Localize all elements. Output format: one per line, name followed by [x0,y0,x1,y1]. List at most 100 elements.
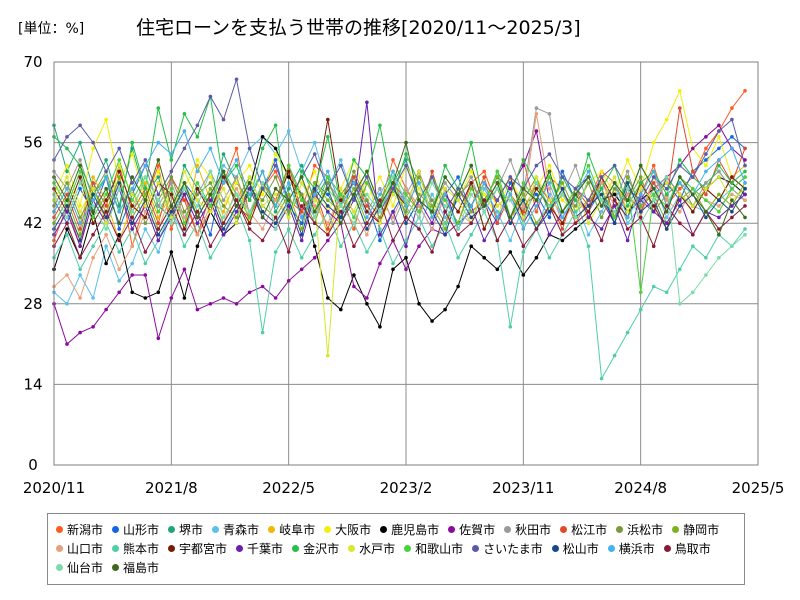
data-point [208,302,213,306]
data-point [586,152,591,156]
data-point [417,227,421,231]
series-line [53,89,746,219]
data-point [508,325,513,329]
data-point [208,169,213,174]
data-point [508,238,513,243]
data-point [156,238,161,243]
data-point [339,307,343,312]
data-point [599,227,604,231]
data-point [143,186,148,191]
data-point [273,152,278,156]
data-point [312,244,317,248]
data-point [404,186,408,191]
data-point [273,192,278,197]
data-point [326,221,330,225]
series-line [53,107,746,225]
data-point [704,192,708,197]
legend-item: 青森市 [212,520,259,539]
data-point [78,244,82,248]
data-point [91,192,95,197]
data-point [612,215,617,220]
data-point [638,175,643,179]
data-point [717,123,721,128]
data-point [391,215,395,220]
data-point [638,186,643,191]
data-point [691,186,695,191]
data-point [365,181,369,185]
data-point [130,261,134,266]
data-point [717,192,721,197]
data-point [326,238,330,243]
data-point [521,221,526,225]
data-point [299,215,304,220]
data-point [169,169,174,174]
data-point [378,175,382,179]
data-point [495,186,500,191]
data-point [169,204,174,208]
data-point [391,175,395,179]
data-point [182,186,187,191]
legend-label: 松江市 [571,523,608,537]
data-point [130,192,134,197]
data-point [651,181,656,185]
data-point [365,204,369,208]
data-point [678,267,682,272]
data-point [508,215,513,220]
data-point [443,209,447,214]
data-point [117,250,121,254]
data-point [365,221,369,225]
data-point [678,106,682,110]
data-point [78,158,82,162]
data-point [469,192,474,197]
data-point [625,204,630,208]
data-point [65,163,69,168]
data-point [117,163,121,168]
data-point [586,175,591,179]
data-point [404,221,408,225]
data-point [691,146,695,151]
data-point [743,163,747,168]
data-point [586,244,591,248]
data-point [625,215,630,220]
data-point [625,221,630,225]
data-point [221,209,226,214]
legend-marker [56,564,63,571]
data-point [352,244,356,248]
data-point [352,158,356,162]
data-point [417,186,421,191]
data-point [247,227,252,231]
data-point [221,163,226,168]
data-point [678,175,682,179]
data-point [260,181,265,185]
legend-item: 新潟市 [56,520,103,539]
data-point [534,255,539,260]
legend-item: 山形市 [112,520,159,539]
chart-title: 住宅ローンを支払う世帯の推移[2020/11～2025/3] [136,17,581,39]
data-point [391,238,395,243]
data-point [352,273,356,277]
legend-marker [56,545,63,552]
data-point [573,221,578,225]
data-point [391,209,395,214]
data-point [234,221,239,225]
data-point [534,186,539,191]
data-point [599,186,604,191]
data-point [664,117,669,122]
data-point [508,158,513,162]
data-point [78,175,82,179]
data-point [743,192,747,197]
data-point [586,163,591,168]
data-point [651,198,656,202]
data-point [208,209,213,214]
data-point [326,209,330,214]
data-point [130,244,134,248]
data-point [182,221,187,225]
data-point [664,192,669,197]
data-point [104,215,108,220]
data-point [378,238,382,243]
data-point [273,163,278,168]
data-point [130,140,134,145]
data-point [378,325,382,329]
data-point [182,267,187,272]
data-point [326,296,330,300]
